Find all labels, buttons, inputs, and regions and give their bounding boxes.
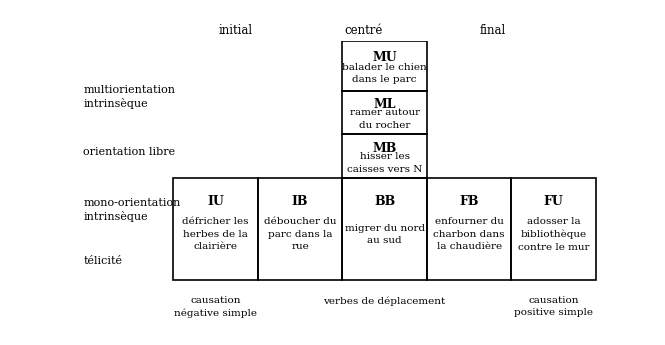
Text: MU: MU xyxy=(372,51,397,63)
Text: mono-orientation
intrinsèque: mono-orientation intrinsèque xyxy=(83,198,180,222)
Text: IU: IU xyxy=(207,195,224,208)
Text: causation
négative simple: causation négative simple xyxy=(174,296,257,318)
Bar xyxy=(342,134,427,178)
Bar xyxy=(511,178,596,280)
Text: hisser les
caisses vers N: hisser les caisses vers N xyxy=(347,152,422,174)
Text: orientation libre: orientation libre xyxy=(83,147,176,157)
Text: FB: FB xyxy=(460,195,479,208)
Text: centré: centré xyxy=(345,24,383,37)
Bar xyxy=(258,178,342,280)
Bar xyxy=(342,41,427,90)
Text: IB: IB xyxy=(292,195,309,208)
Text: défricher les
herbes de la
clairière: défricher les herbes de la clairière xyxy=(182,217,249,252)
Bar xyxy=(342,178,427,280)
Text: FU: FU xyxy=(544,195,564,208)
Text: final: final xyxy=(479,24,506,37)
Bar xyxy=(174,178,258,280)
Text: balader le chien
dans le parc: balader le chien dans le parc xyxy=(342,62,427,84)
Text: adosser la
bibliothèque
contre le mur: adosser la bibliothèque contre le mur xyxy=(518,217,589,252)
Text: initial: initial xyxy=(218,24,252,37)
Text: ramer autour
du rocher: ramer autour du rocher xyxy=(350,108,420,130)
Text: multiorientation
intrinsèque: multiorientation intrinsèque xyxy=(83,85,175,109)
Text: enfourner du
charbon dans
la chaudière: enfourner du charbon dans la chaudière xyxy=(434,217,505,252)
Text: verbes de déplacement: verbes de déplacement xyxy=(323,296,446,306)
Text: déboucher du
parc dans la
rue: déboucher du parc dans la rue xyxy=(264,217,336,252)
Text: causation
positive simple: causation positive simple xyxy=(514,296,593,317)
Text: BB: BB xyxy=(374,195,395,208)
Text: MB: MB xyxy=(372,142,397,155)
Bar xyxy=(427,178,511,280)
Text: télicité: télicité xyxy=(83,256,122,266)
Text: ML: ML xyxy=(373,98,396,111)
Bar xyxy=(342,90,427,134)
Text: migrer du nord
au sud: migrer du nord au sud xyxy=(344,224,425,245)
